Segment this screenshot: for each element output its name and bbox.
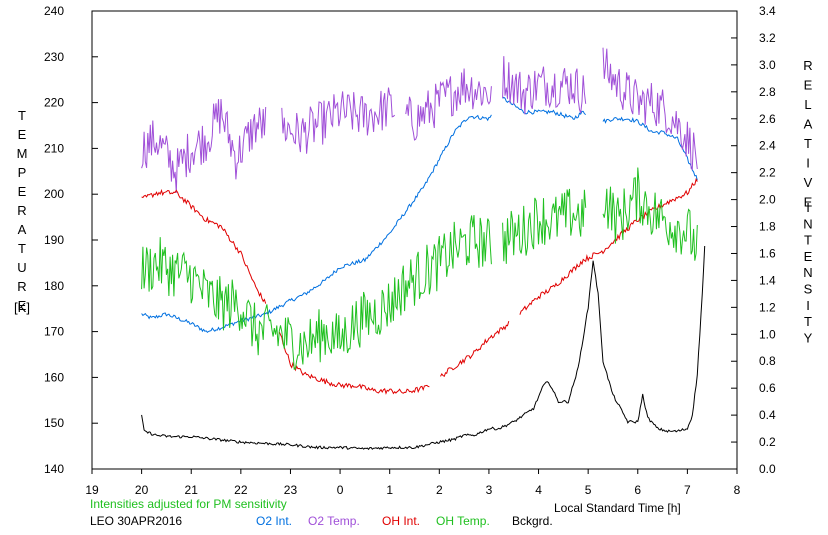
x-tick-label: 5 (585, 483, 592, 497)
x-tick-label: 7 (684, 483, 691, 497)
left-tick-label: 170 (44, 325, 64, 339)
right-axis-letter: I (806, 156, 810, 171)
right-tick-label: 3.2 (759, 31, 776, 45)
right-tick-label: 1.4 (759, 273, 776, 287)
left-axis-letter: T (18, 241, 26, 256)
series-line-oh-int (141, 177, 698, 395)
right-axis-letter: I (806, 200, 810, 215)
footer-note: Intensities adjusted for PM sensitivity (90, 497, 287, 511)
right-axis-tick-labels: 0.0 0.2 0.4 0.6 0.8 1.0 1.2 1.4 1.6 1.8 2.0 2.2 2.4 2… (759, 4, 776, 476)
left-axis-tick-labels: 140 150 160 170 180 190 200 210 220 230 240 (44, 4, 64, 476)
right-axis-letter: T (804, 233, 812, 248)
x-tick-label: 23 (284, 483, 298, 497)
x-tick-label: 0 (337, 483, 344, 497)
right-tick-label: 2.8 (759, 85, 776, 99)
left-axis-letter: E (18, 127, 27, 142)
left-tick-label: 210 (44, 141, 64, 155)
right-axis-letter: A (804, 117, 813, 132)
right-axis-letter: N (803, 216, 812, 231)
right-axis-letter: T (804, 314, 812, 329)
right-tick-label: 0.2 (759, 435, 776, 449)
x-tick-label: 3 (486, 483, 493, 497)
series-lines (141, 47, 706, 451)
x-tick-label: 1 (386, 483, 393, 497)
station-date: LEO 30APR2016 (90, 514, 182, 528)
right-tick-label: 2.0 (759, 193, 776, 207)
x-tick-label: 4 (535, 483, 542, 497)
x-tick-label: 6 (634, 483, 641, 497)
right-tick-label: 1.8 (759, 220, 776, 234)
right-tick-label: 0.6 (759, 381, 776, 395)
legend-o2-int: O2 Int. (256, 514, 292, 528)
left-tick-label: 160 (44, 370, 64, 384)
left-axis-letter: A (18, 222, 27, 237)
x-tick-label: 2 (436, 483, 443, 497)
left-tick-label: 230 (44, 50, 64, 64)
x-axis-tick-labels: 19 20 21 22 23 0 1 2 3 4 5 6 7 8 (85, 483, 740, 497)
left-axis-letter: P (18, 165, 27, 180)
left-axis-letter: U (17, 260, 26, 275)
right-tick-label: 2.2 (759, 166, 776, 180)
x-tick-label: 21 (185, 483, 199, 497)
right-tick-label: 1.2 (759, 300, 776, 314)
x-tick-label: 8 (734, 483, 741, 497)
left-tick-label: 200 (44, 187, 64, 201)
x-axis-title: Local Standard Time [h] (554, 501, 681, 515)
left-axis-letter: E (18, 298, 27, 313)
right-axis-letter: E (804, 249, 813, 264)
x-tick-label: 22 (234, 483, 248, 497)
right-tick-label: 0.4 (759, 408, 776, 422)
legend-oh-int: OH Int. (382, 514, 420, 528)
left-axis-letter: R (17, 203, 26, 218)
right-tick-label: 3.4 (759, 4, 776, 18)
right-tick-label: 3.0 (759, 58, 776, 72)
right-axis-letter: T (804, 136, 812, 151)
left-axis-letter: R (17, 279, 26, 294)
right-axis-letter: E (804, 78, 813, 93)
left-tick-label: 190 (44, 233, 64, 247)
left-tick-label: 150 (44, 416, 64, 430)
right-axis-letter: Y (804, 330, 813, 345)
plot-frame (91, 10, 738, 474)
series-line-oh-temp (141, 167, 698, 370)
left-axis-letter: E (18, 184, 27, 199)
series-line-o2-temp (141, 47, 698, 193)
right-axis-letter: S (804, 282, 813, 297)
left-axis-unit: [K] (14, 300, 30, 315)
left-tick-label: 240 (44, 4, 64, 18)
right-axis-letter: V (804, 175, 813, 190)
right-tick-label: 2.4 (759, 139, 776, 153)
right-tick-label: 1.6 (759, 246, 776, 260)
plot-border (91, 10, 738, 470)
right-tick-label: 0.0 (759, 462, 776, 476)
legend-oh-temp: OH Temp. (436, 514, 490, 528)
right-axis-letter: I (806, 298, 810, 313)
legend-o2-temp: O2 Temp. (308, 514, 360, 528)
x-tick-label: 20 (135, 483, 149, 497)
legend-bckgrd: Bckgrd. (512, 514, 553, 528)
right-tick-label: 2.6 (759, 112, 776, 126)
series-line-bckgrd (141, 245, 706, 451)
left-tick-label: 180 (44, 279, 64, 293)
right-axis-letter: N (803, 265, 812, 280)
left-tick-label: 220 (44, 96, 64, 110)
left-tick-label: 140 (44, 462, 64, 476)
right-axis-letter: E (804, 195, 813, 210)
left-axis-letter: T (18, 108, 26, 123)
right-tick-label: 0.8 (759, 354, 776, 368)
right-tick-label: 1.0 (759, 327, 776, 341)
x-tick-label: 19 (85, 483, 99, 497)
right-axis-letter: R (803, 58, 812, 73)
right-axis-letter: L (804, 97, 811, 112)
left-axis-letter: M (17, 146, 28, 161)
